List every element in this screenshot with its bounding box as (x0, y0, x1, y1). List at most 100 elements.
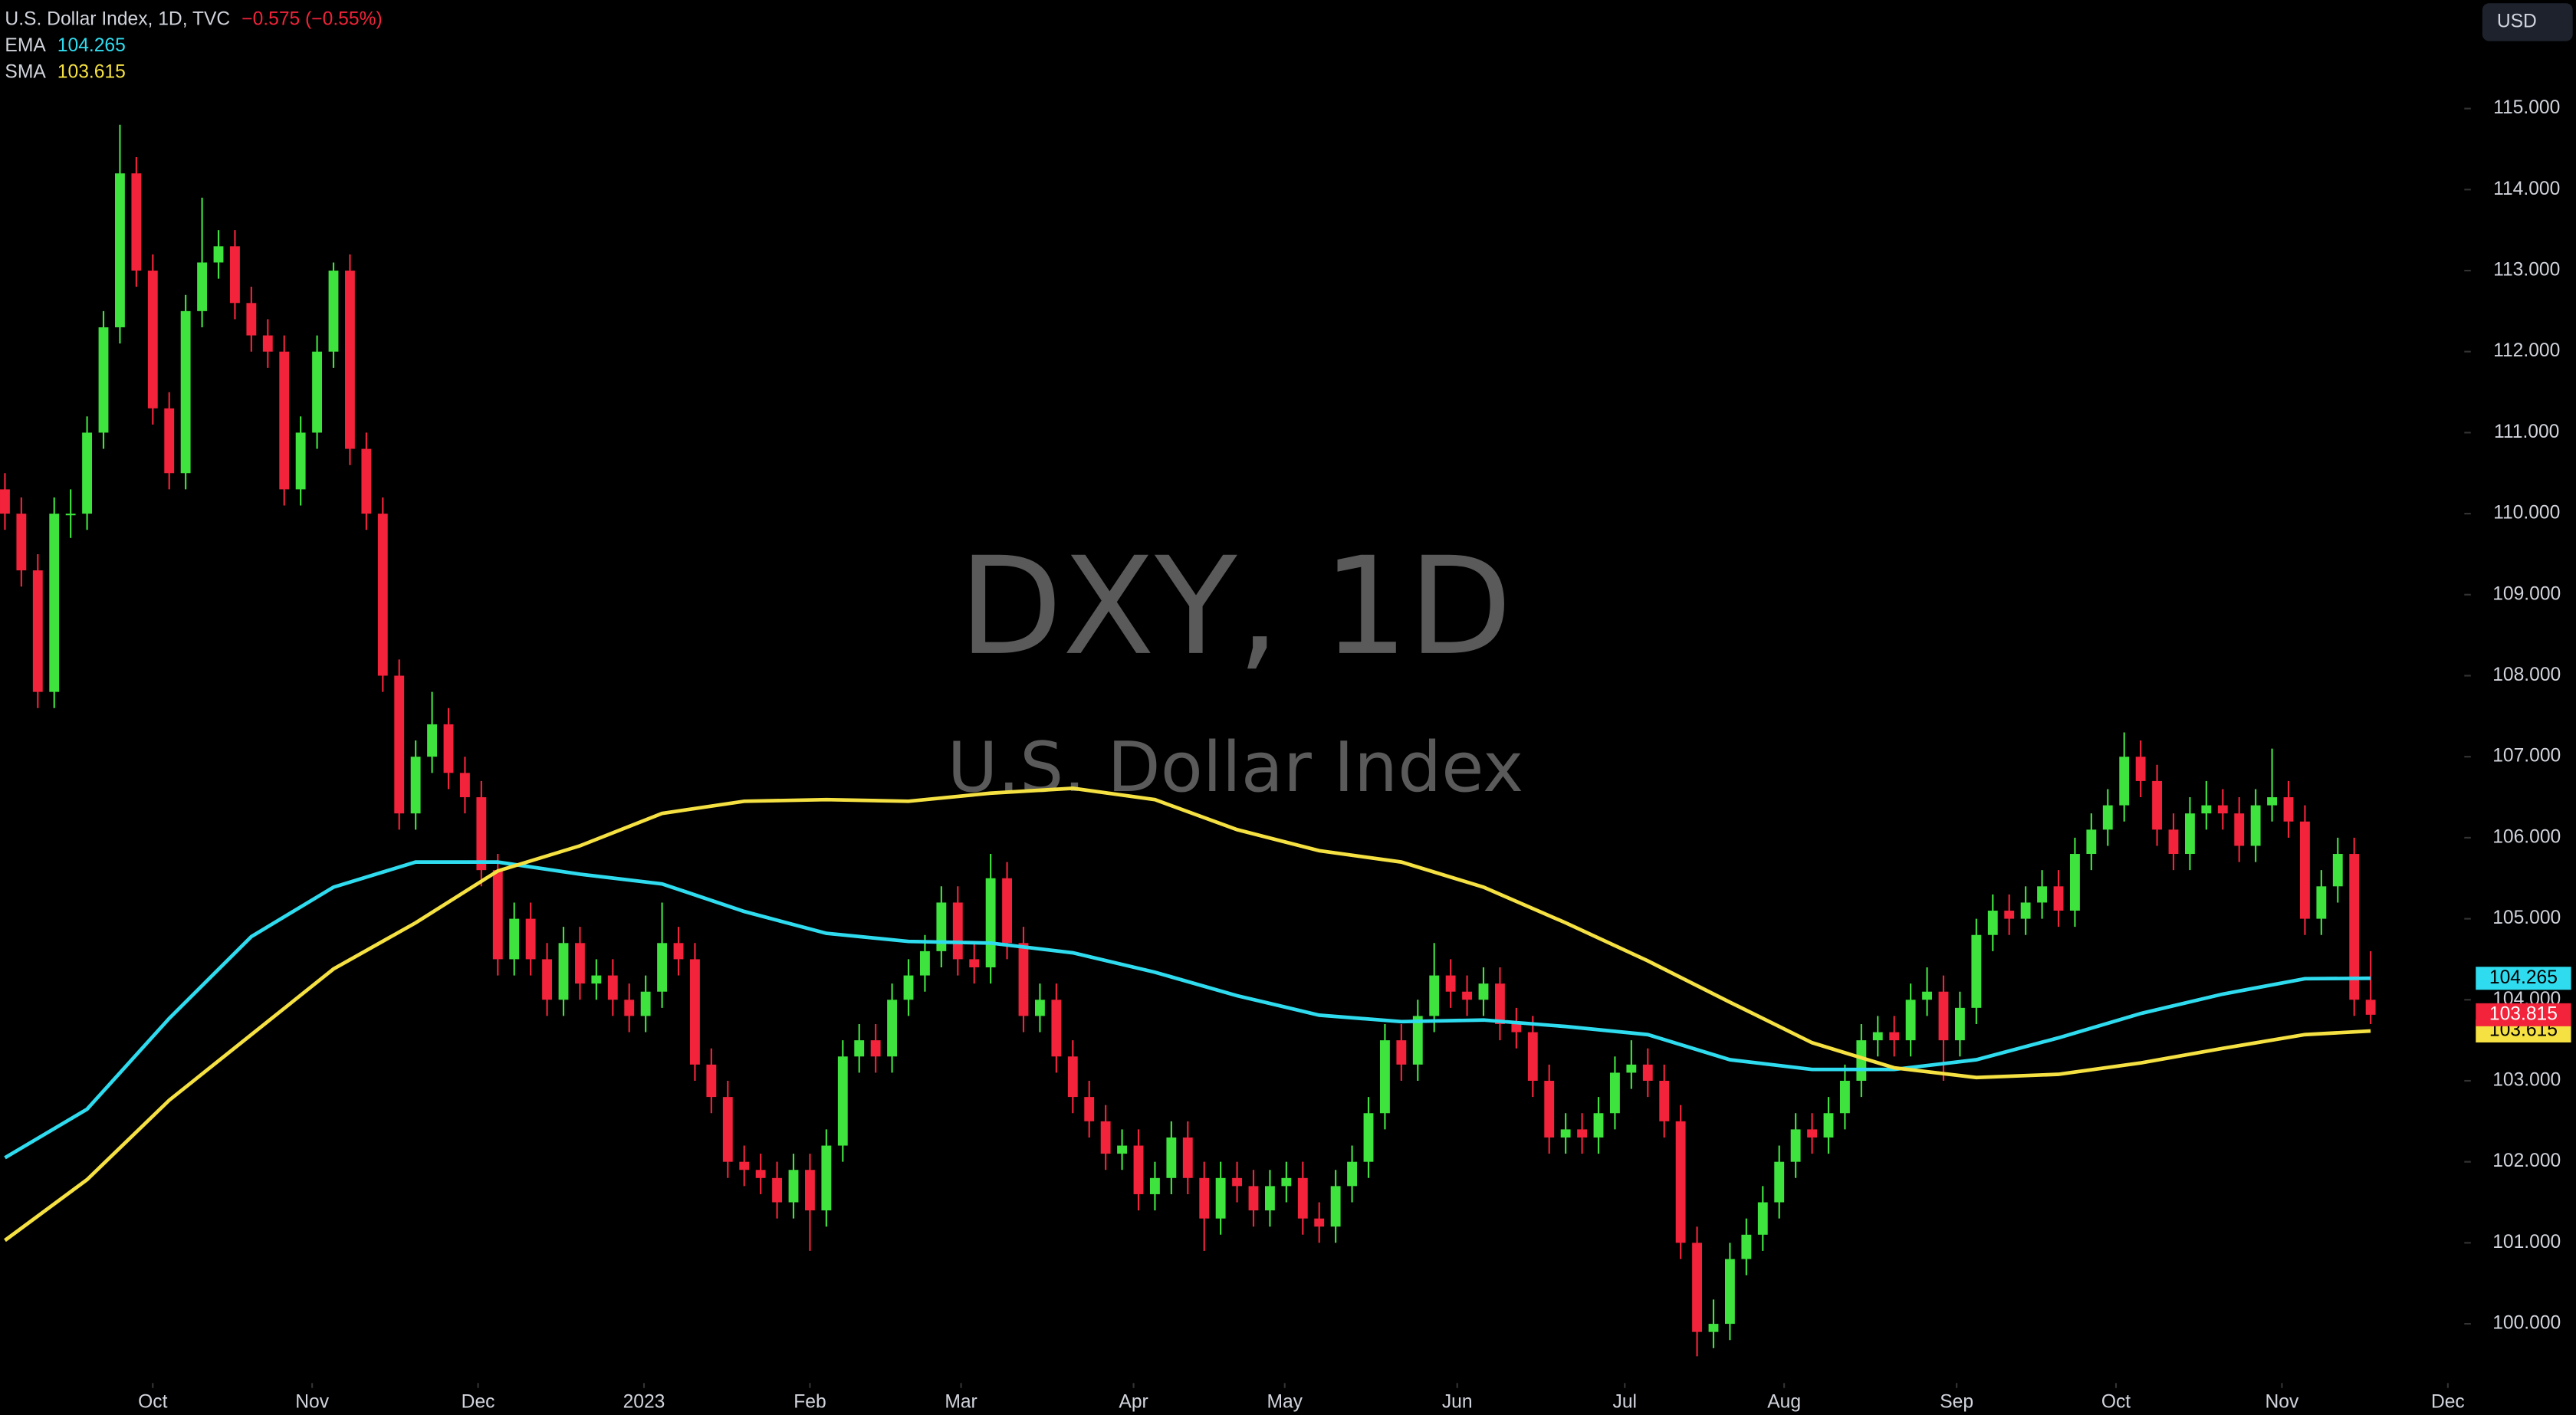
candle-body (887, 1000, 898, 1057)
candle-body (2020, 902, 2031, 919)
candle-body (2086, 829, 2097, 855)
x-tick-label: Oct (2101, 1392, 2131, 1413)
legend-title: U.S. Dollar Index, 1D, TVC −0.575 (−0.55%… (5, 8, 382, 29)
candle-body (1232, 1177, 1243, 1187)
candle-body (49, 514, 60, 692)
candle-body (2119, 757, 2130, 806)
candle-body (1347, 1161, 1357, 1187)
candle-body (772, 1177, 783, 1203)
candle-body (1084, 1097, 1095, 1121)
x-tick-label: Feb (794, 1392, 826, 1413)
y-tick-label: 110.000 (2493, 503, 2560, 524)
candle-body (1609, 1072, 1620, 1114)
x-tick-label: Mar (945, 1392, 977, 1413)
candle-body (394, 675, 405, 814)
legend-value: 103.615 (58, 61, 126, 82)
x-tick-label: Nov (295, 1392, 329, 1413)
candle-body (788, 1170, 799, 1203)
x-tick-label: Aug (1767, 1392, 1801, 1413)
change: −0.575 (−0.55%) (242, 8, 382, 29)
candle-body (1314, 1218, 1325, 1227)
legend-value: 104.265 (58, 35, 126, 56)
candle-body (821, 1145, 832, 1211)
candle-body (427, 724, 438, 757)
candle-body (1396, 1040, 1407, 1065)
candle-body (312, 351, 323, 433)
candle-body (1445, 975, 1456, 992)
watermark-name: U.S. Dollar Index (948, 727, 1524, 808)
currency-label[interactable]: USD (2497, 11, 2537, 31)
y-tick-label: 103.000 (2492, 1069, 2561, 1090)
candle-body (1757, 1202, 1768, 1235)
candle-body (1987, 911, 1998, 935)
candle-body (903, 975, 914, 1000)
candle-body (295, 432, 306, 490)
x-tick-label: Oct (138, 1392, 167, 1413)
candle-body (2201, 805, 2212, 814)
legend-ema: EMA 104.265 (5, 35, 125, 56)
candle-body (1790, 1129, 1801, 1162)
candle-body (2299, 821, 2310, 919)
candle-body (607, 975, 618, 1000)
candle-body (1035, 1000, 1045, 1016)
candle-body (1265, 1186, 1275, 1211)
candle-body (1248, 1186, 1259, 1211)
candle-body (640, 991, 651, 1016)
candle-body (262, 335, 273, 352)
candle-body (575, 943, 585, 984)
price-tag: 103.815 (2489, 1003, 2558, 1024)
candle-body (1922, 991, 1932, 1000)
candle-body (936, 902, 947, 951)
candle-body (2234, 813, 2245, 846)
candle-body (739, 1161, 750, 1170)
y-tick-label: 102.000 (2492, 1151, 2561, 1171)
legend-sma: SMA 103.615 (5, 61, 125, 82)
y-tick-label: 114.000 (2493, 179, 2560, 199)
candle-body (2152, 780, 2162, 830)
x-tick-label: Sep (1940, 1392, 1973, 1413)
candle-body (1379, 1040, 1390, 1114)
candle-body (115, 173, 125, 328)
candle-body (1675, 1121, 1686, 1243)
candle-body (2349, 854, 2360, 1000)
candle-body (1708, 1324, 1719, 1332)
candle-body (1724, 1259, 1735, 1325)
candle-body (1527, 1032, 1538, 1081)
candle-body (1478, 983, 1489, 1000)
candle-body (1067, 1056, 1078, 1098)
candle-body (591, 975, 602, 984)
ma-line (4, 860, 2371, 1160)
candle-body (0, 489, 10, 514)
candle-body (246, 303, 257, 336)
candle-body (624, 1000, 635, 1016)
y-tick-label: 101.000 (2492, 1232, 2561, 1252)
candle-body (837, 1056, 848, 1146)
candle-body (1150, 1177, 1160, 1194)
candle-body (2053, 886, 2064, 911)
candle-body (213, 246, 224, 263)
candle-body (1626, 1064, 1637, 1073)
candle-body (1002, 878, 1013, 944)
y-tick-label: 107.000 (2492, 746, 2561, 767)
currency-button[interactable]: USD (2482, 3, 2573, 41)
currency-button-bg[interactable] (2482, 3, 2573, 41)
y-tick-label: 109.000 (2492, 583, 2561, 604)
candle-body (1905, 1000, 1916, 1041)
candle-body (197, 262, 208, 311)
candle-body (2316, 886, 2327, 919)
candle-body (1330, 1186, 1341, 1227)
x-tick-label: May (1267, 1392, 1303, 1413)
candle-body (542, 959, 553, 1000)
candle-body (1544, 1080, 1555, 1138)
x-tick-label: Jul (1613, 1392, 1637, 1413)
candle-body (147, 271, 158, 409)
title: U.S. Dollar Index, 1D, TVC (5, 8, 230, 29)
y-tick-label: 106.000 (2492, 826, 2561, 847)
candle-body (2217, 805, 2228, 814)
candle-body (1133, 1145, 1144, 1194)
y-tick-label: 111.000 (2494, 422, 2559, 442)
candle-body (32, 570, 43, 692)
candle-body (1363, 1113, 1374, 1162)
price-tag-bg (2476, 1003, 2571, 1026)
